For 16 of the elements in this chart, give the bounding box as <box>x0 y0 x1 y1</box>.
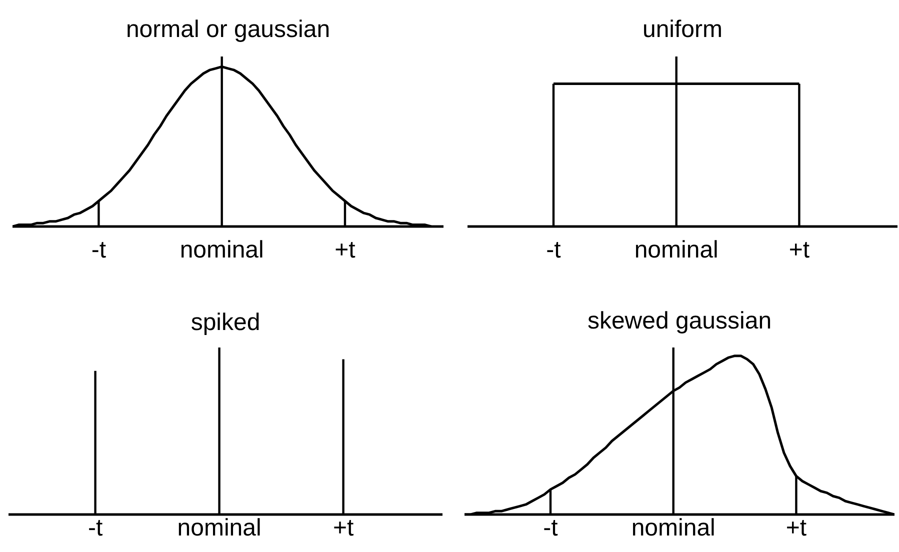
x-tick-label: -t <box>88 514 103 542</box>
x-tick-label: +t <box>332 514 354 542</box>
x-tick-label: nominal <box>180 236 264 264</box>
x-tick-label: nominal <box>631 514 716 542</box>
chart-title: uniform <box>642 16 723 43</box>
x-tick-label: nominal <box>177 514 262 542</box>
x-tick-label: -t <box>91 236 106 264</box>
chart-title: skewed gaussian <box>587 308 772 334</box>
x-tick-label: +t <box>788 236 810 264</box>
chart-title: spiked <box>190 309 260 336</box>
x-tick-label: -t <box>546 236 562 264</box>
x-tick-label: -t <box>543 514 558 542</box>
x-tick-label: +t <box>334 236 356 264</box>
x-tick-label: +t <box>786 514 807 542</box>
x-tick-label: nominal <box>634 236 718 264</box>
chart-title: normal or gaussian <box>126 16 330 43</box>
